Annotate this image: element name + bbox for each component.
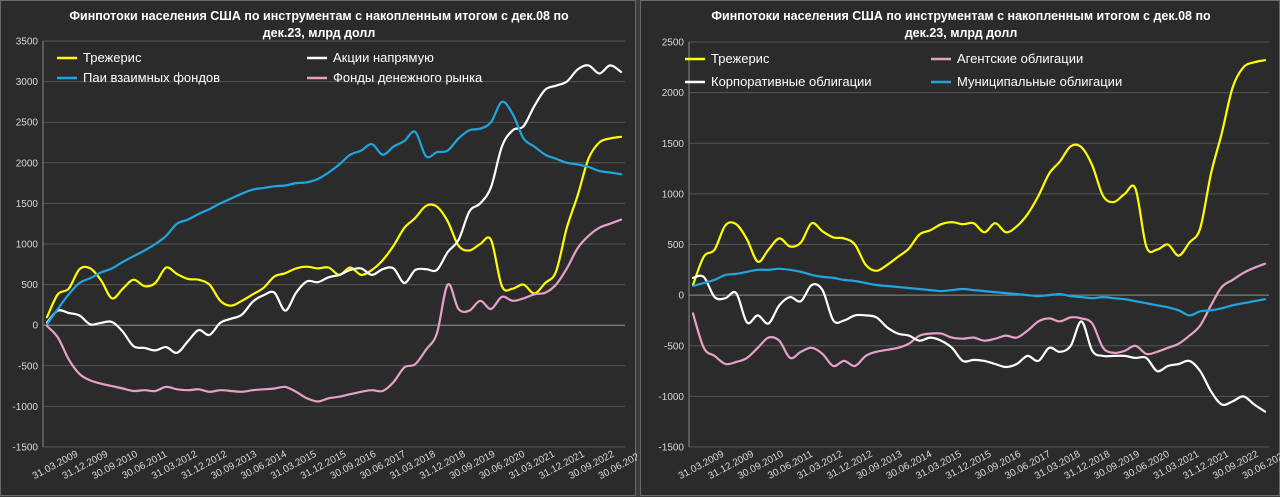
series-line-3 — [45, 100, 623, 326]
y-tick-label: 0 — [678, 291, 684, 302]
chart-panel-left: Финпотоки населения США по инструментам … — [0, 0, 637, 496]
chart-title-line2: дек.23, млрд долл — [905, 26, 1018, 40]
y-tick-label: -1500 — [12, 443, 38, 454]
y-tick-label: -1000 — [12, 402, 38, 413]
legend-label: Фонды денежного рынка — [333, 70, 483, 85]
y-tick-label: 500 — [667, 240, 684, 251]
y-tick-label: 1000 — [16, 240, 39, 251]
series-line-4 — [45, 218, 623, 403]
series-line-2 — [45, 64, 623, 354]
series-line-4 — [691, 267, 1267, 317]
y-tick-label: 2000 — [662, 88, 685, 99]
legend-label: Агентские облигации — [957, 51, 1083, 66]
series-line-2 — [691, 262, 1267, 368]
y-tick-label: 1500 — [16, 199, 39, 210]
y-tick-label: 3500 — [16, 37, 39, 48]
y-tick-label: 500 — [21, 280, 38, 291]
y-tick-label: -1500 — [658, 443, 684, 454]
series-line-1 — [691, 59, 1267, 287]
y-tick-label: 1000 — [662, 189, 685, 200]
y-tick-label: -1000 — [658, 392, 684, 403]
legend-label: Корпоративные облигации — [711, 74, 872, 89]
legend-label: Трежерис — [83, 50, 142, 65]
y-tick-label: 2500 — [662, 38, 685, 49]
y-tick-label: 3000 — [16, 77, 39, 88]
legend-label: Акции напрямую — [333, 50, 434, 65]
y-tick-label: -500 — [18, 361, 38, 372]
series-line-3 — [691, 274, 1267, 413]
y-tick-label: 2000 — [16, 158, 39, 169]
y-tick-label: -500 — [664, 341, 684, 352]
legend-label: Муниципальные облигации — [957, 74, 1122, 89]
chart-title-line1: Финпотоки населения США по инструментам … — [69, 9, 569, 23]
chart-title-line2: дек.23, млрд долл — [263, 26, 376, 40]
series-line-1 — [45, 135, 623, 319]
y-tick-label: 0 — [32, 321, 38, 332]
y-tick-label: 1500 — [662, 139, 685, 150]
legend-label: Трежерис — [711, 51, 770, 66]
chart-right: Финпотоки населения США по инструментам … — [658, 9, 1280, 482]
chart-left: Финпотоки населения США по инструментам … — [12, 9, 637, 482]
chart-panel-right: Финпотоки населения США по инструментам … — [640, 0, 1280, 496]
chart-title-line1: Финпотоки населения США по инструментам … — [711, 9, 1211, 23]
y-tick-label: 2500 — [16, 118, 39, 129]
legend-label: Паи взаимных фондов — [83, 70, 220, 85]
